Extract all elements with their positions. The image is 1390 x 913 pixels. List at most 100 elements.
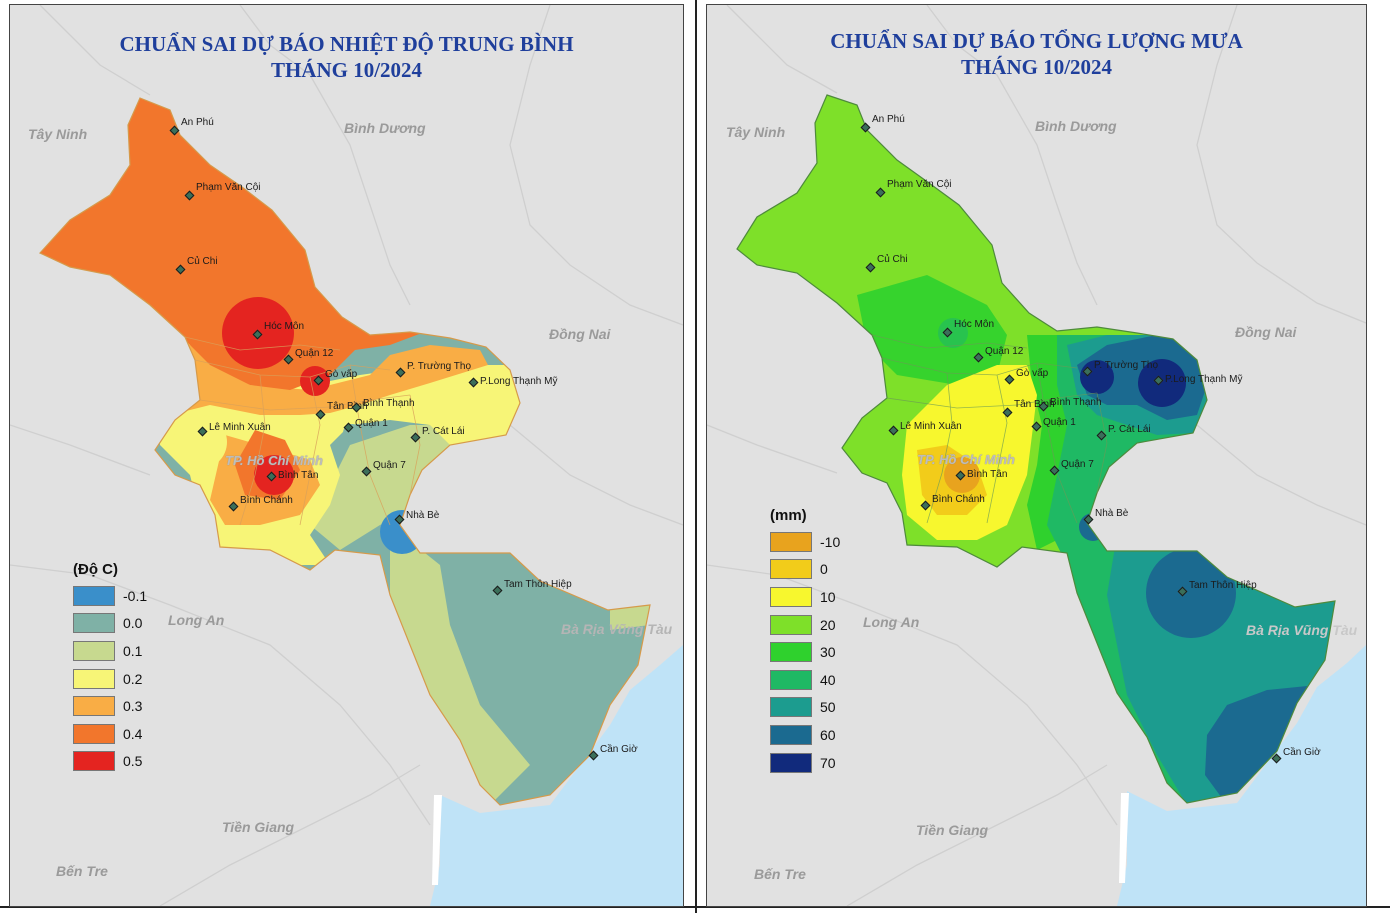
region-ba-ria: Bà Rịa Vũng Tàu	[561, 621, 673, 637]
region-ben-tre: Bến Tre	[56, 863, 108, 879]
place-marker-icon	[184, 190, 195, 201]
region-binh-duong: Bình Dương	[1035, 118, 1117, 134]
rainfall-map-panel: CHUẨN SAI DỰ BÁO TỔNG LƯỢNG MƯA THÁNG 10…	[706, 4, 1367, 907]
place-marker-icon	[343, 422, 354, 433]
place-go-vap: Gò vấp	[313, 369, 357, 386]
legend-label: 50	[820, 699, 836, 716]
place-p-cat-lai: P. Cát Lái	[1096, 424, 1151, 441]
legend-label: -10	[820, 533, 841, 550]
legend-item: 40	[770, 666, 840, 694]
legend-item: 0.2	[73, 665, 147, 693]
legend-item: 20	[770, 611, 840, 639]
place-marker-icon	[410, 432, 421, 443]
region-hcm: TP. Hồ Chí Minh	[225, 453, 323, 468]
rainfall-map	[707, 5, 1366, 906]
title-line-1: CHUẨN SAI DỰ BÁO NHIỆT ĐỘ TRUNG BÌNH	[119, 32, 574, 56]
title-line-1: CHUẨN SAI DỰ BÁO TỔNG LƯỢNG MƯA	[830, 29, 1243, 53]
legend-label: 0.4	[123, 725, 143, 742]
place-go-vap: Gò vấp	[1004, 368, 1048, 385]
legend-swatch	[770, 642, 812, 663]
place-pham-van-coi: Phạm Văn Cội	[184, 182, 260, 201]
place-marker-icon	[1038, 401, 1049, 412]
region-dong-nai: Đồng Nai	[549, 326, 611, 342]
legend-swatch	[770, 752, 812, 773]
place-marker-icon	[875, 187, 886, 198]
place-marker-icon	[1153, 375, 1164, 386]
place-quan-1: Quận 1	[1031, 417, 1076, 432]
place-quan-12: Quận 12	[973, 346, 1023, 363]
place-cu-chi: Củ Chi	[865, 254, 908, 273]
place-marker-icon	[1271, 753, 1282, 764]
place-marker-icon	[395, 367, 406, 378]
place-marker-icon	[888, 425, 899, 436]
place-marker-icon	[973, 352, 984, 363]
legend-item: 0	[770, 556, 840, 584]
legend-item: 0.1	[73, 637, 147, 665]
legend-label: 40	[820, 671, 836, 688]
legend-label: 10	[820, 588, 836, 605]
region-tien-giang: Tiền Giang	[222, 819, 295, 835]
place-p-long-thanh-my: P.Long Thạnh Mỹ	[1153, 374, 1242, 386]
legend-swatch	[770, 559, 812, 580]
place-marker-icon	[1004, 374, 1015, 385]
place-binh-tan: Bình Tân	[266, 470, 318, 482]
bottom-border	[0, 906, 1390, 908]
place-marker-icon	[492, 585, 503, 596]
legend-item: 0.0	[73, 610, 147, 638]
place-marker-icon	[361, 466, 372, 477]
legend-item: -0.1	[73, 582, 147, 610]
place-p-cat-lai: P. Cát Lái	[410, 426, 465, 443]
place-hoc-mon: Hóc Môn	[942, 319, 994, 338]
legend-swatch	[770, 586, 812, 607]
legend-swatch	[73, 613, 115, 634]
place-marker-icon	[313, 375, 324, 386]
place-marker-icon	[942, 327, 953, 338]
place-cu-chi: Củ Chi	[175, 256, 218, 275]
place-marker-icon	[1031, 421, 1042, 432]
legend-title: (Độ C)	[73, 561, 118, 578]
legend-swatch	[73, 696, 115, 717]
place-marker-icon	[283, 354, 294, 365]
place-an-phu: An Phú	[169, 117, 214, 136]
place-p-long-thanh-my: P.Long Thạnh Mỹ	[468, 376, 557, 388]
legend-item: 30	[770, 638, 840, 666]
place-marker-icon	[920, 500, 931, 511]
place-marker-icon	[1049, 465, 1060, 476]
legend-item: 0.3	[73, 692, 147, 720]
title-line-2: THÁNG 10/2024	[270, 58, 423, 82]
place-marker-icon	[315, 409, 326, 420]
legend-swatch	[770, 614, 812, 635]
place-marker-icon	[252, 329, 263, 340]
place-marker-icon	[169, 125, 180, 136]
region-ben-tre: Bến Tre	[754, 866, 806, 882]
place-marker-icon	[588, 750, 599, 761]
region-hcm: TP. Hồ Chí Minh	[917, 452, 1015, 467]
legend-swatch	[73, 723, 115, 744]
region-binh-duong: Bình Dương	[344, 120, 426, 136]
legend-label: 30	[820, 644, 836, 661]
legend-swatch	[73, 585, 115, 606]
place-binh-thanh: Bình Thạnh	[1038, 397, 1102, 412]
place-marker-icon	[394, 514, 405, 525]
legend-item: 70	[770, 749, 840, 777]
legend-swatch	[73, 668, 115, 689]
legend-swatch	[770, 531, 812, 552]
legend-item: 50	[770, 694, 840, 722]
legend-swatch	[770, 697, 812, 718]
place-binh-thanh: Bình Thạnh	[351, 398, 415, 413]
place-marker-icon	[468, 377, 479, 388]
place-tam-thon-hiep: Tam Thôn Hiệp	[492, 579, 572, 596]
region-ba-ria: Bà Rịa Vũng Tàu	[1246, 622, 1358, 638]
place-p-truong-tho: P. Trường Thọ	[1082, 360, 1158, 377]
temperature-map-title: CHUẨN SAI DỰ BÁO NHIỆT ĐỘ TRUNG BÌNH THÁ…	[10, 31, 683, 83]
legend-label: 0.1	[123, 642, 143, 659]
legend-item: 0.5	[73, 748, 147, 776]
place-marker-icon	[1083, 514, 1094, 525]
legend-item: -10	[770, 528, 840, 556]
legend-title: (mm)	[770, 507, 807, 524]
place-marker-icon	[1002, 407, 1013, 418]
place-marker-icon	[1177, 586, 1188, 597]
legend-label: 0	[820, 561, 828, 578]
legend-swatch	[73, 640, 115, 661]
legend-swatch	[770, 669, 812, 690]
